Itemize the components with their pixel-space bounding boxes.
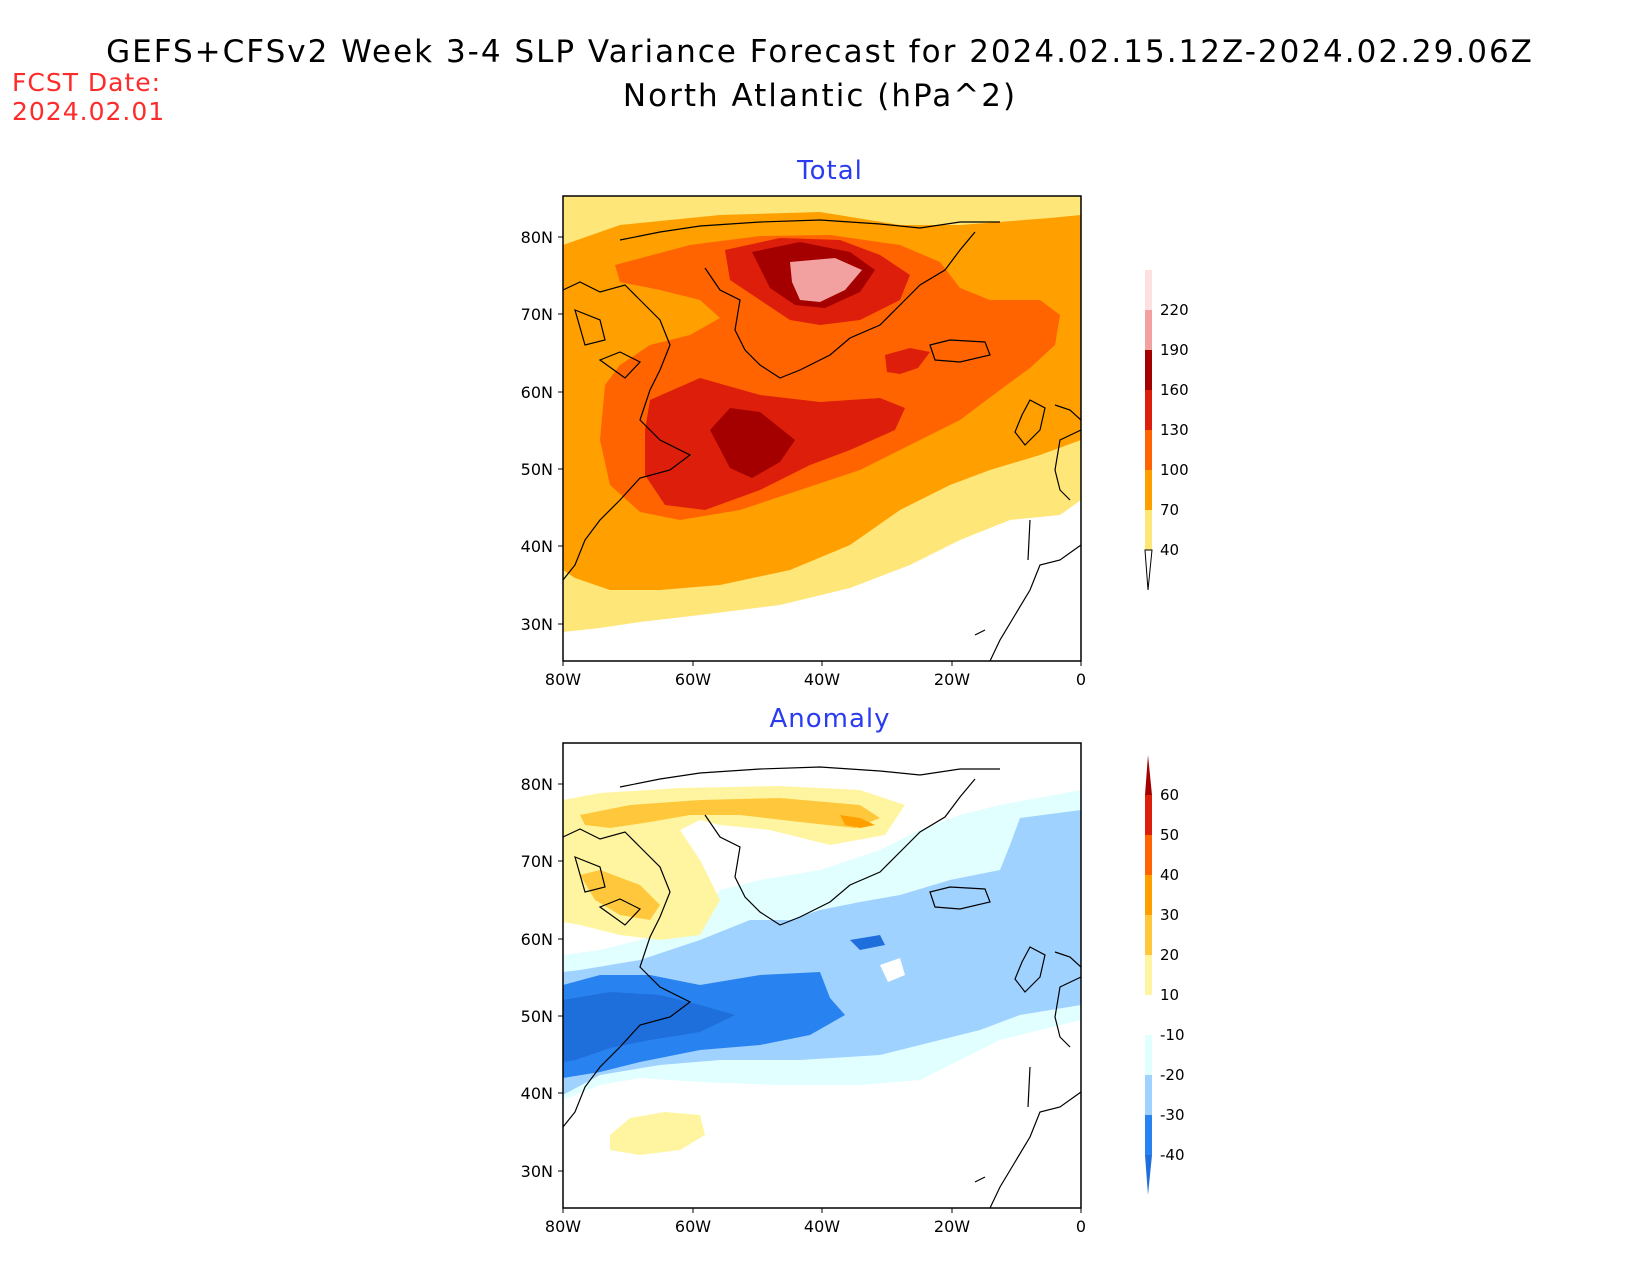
total-lon-tick-0: 0 <box>1076 670 1086 689</box>
total-panel-title: Total <box>796 156 863 186</box>
fcst-date-label: FCST Date: <box>12 68 162 97</box>
total-colorbar-cap-bottom <box>1144 549 1153 591</box>
anomaly-contour-pos20 <box>580 798 880 828</box>
total-cb-label-190: 190 <box>1160 341 1189 359</box>
anomaly-colorbar: 60 50 40 30 20 10 -10 -20 -30 -40 <box>1145 755 1185 1195</box>
anomaly-lon-tick-0: 0 <box>1076 1217 1086 1236</box>
total-lat-tick-30n: 30N <box>521 615 553 634</box>
anomaly-cb-label-50: 50 <box>1160 826 1179 844</box>
anomaly-contour-pos30 <box>840 815 875 828</box>
total-cb-label-100: 100 <box>1160 461 1189 479</box>
anomaly-lat-tick-30n: 30N <box>521 1162 553 1181</box>
total-cb-label-40: 40 <box>1160 541 1179 559</box>
anomaly-lat-tick-70n: 70N <box>521 852 553 871</box>
total-colorbar-seg-40 <box>1145 510 1152 550</box>
anomaly-lon-tick-20w: 20W <box>934 1217 970 1236</box>
total-cb-label-70: 70 <box>1160 501 1179 519</box>
total-lon-tick-40w: 40W <box>804 670 840 689</box>
total-lat-tick-50n: 50N <box>521 460 553 479</box>
anomaly-contour-pos20-west <box>580 870 660 920</box>
anomaly-colorbar-seg-10 <box>1145 955 1152 995</box>
total-contour-160-south <box>710 408 795 478</box>
total-cb-label-220: 220 <box>1160 301 1189 319</box>
total-contour-130-iceland <box>885 348 930 374</box>
anomaly-colorbar-seg-neg10 <box>1145 1035 1152 1075</box>
total-cb-label-130: 130 <box>1160 421 1189 439</box>
anomaly-cb-label-10: 10 <box>1160 986 1179 1004</box>
anomaly-contour-neg20-small <box>880 958 905 982</box>
total-colorbar: 220 190 160 130 100 70 40 <box>1144 270 1189 591</box>
total-lat-tick-80n: 80N <box>521 228 553 247</box>
anomaly-colorbar-cap-top <box>1145 755 1152 795</box>
total-coastlines <box>563 219 1081 661</box>
anomaly-lat-tick-80n: 80N <box>521 775 553 794</box>
figure-subtitle: North Atlantic (hPa^2) <box>622 78 1018 114</box>
anomaly-cb-label-20: 20 <box>1160 946 1179 964</box>
anomaly-colorbar-seg-neg20 <box>1145 1075 1152 1115</box>
anomaly-cb-label-30: 30 <box>1160 906 1179 924</box>
total-shading <box>563 196 1081 661</box>
total-colorbar-seg-160 <box>1145 350 1152 390</box>
anomaly-colorbar-seg-40 <box>1145 835 1152 875</box>
anomaly-panel: Anomaly <box>521 704 1185 1236</box>
total-contour-190 <box>790 258 862 302</box>
anomaly-lon-tick-80w: 80W <box>545 1217 581 1236</box>
anomaly-lon-axis: 80W 60W 40W 20W 0 <box>545 1208 1086 1236</box>
total-lon-tick-60w: 60W <box>675 670 711 689</box>
anomaly-contour-pos10-south <box>610 1112 705 1155</box>
figure-title: GEFS+CFSv2 Week 3-4 SLP Variance Forecas… <box>106 34 1534 70</box>
total-lon-tick-80w: 80W <box>545 670 581 689</box>
anomaly-shading <box>563 743 1081 1208</box>
anomaly-lat-axis: 80N 70N 60N 50N 40N 30N <box>521 775 563 1181</box>
total-colorbar-seg-190 <box>1145 310 1152 350</box>
total-lat-axis: 80N 70N 60N 50N 40N 30N <box>521 228 563 634</box>
total-cb-label-160: 160 <box>1160 381 1189 399</box>
anomaly-coastlines <box>563 766 1081 1208</box>
total-colorbar-seg-100 <box>1145 430 1152 470</box>
anomaly-colorbar-seg-50 <box>1145 795 1152 835</box>
anomaly-cb-label-neg40: -40 <box>1160 1146 1185 1164</box>
anomaly-colorbar-seg-30 <box>1145 875 1152 915</box>
total-colorbar-seg-130 <box>1145 390 1152 430</box>
anomaly-lon-tick-60w: 60W <box>675 1217 711 1236</box>
anomaly-cb-label-40: 40 <box>1160 866 1179 884</box>
anomaly-colorbar-seg-neg30 <box>1145 1115 1152 1155</box>
total-lat-tick-60n: 60N <box>521 383 553 402</box>
anomaly-colorbar-seg-20 <box>1145 915 1152 955</box>
total-lon-tick-20w: 20W <box>934 670 970 689</box>
anomaly-colorbar-seg-0 <box>1145 995 1152 1035</box>
fcst-date-value: 2024.02.01 <box>12 97 166 126</box>
anomaly-lat-tick-60n: 60N <box>521 930 553 949</box>
anomaly-cb-label-neg10: -10 <box>1160 1026 1185 1044</box>
anomaly-contour-neg40 <box>563 992 735 1062</box>
anomaly-panel-title: Anomaly <box>769 704 890 734</box>
total-lat-tick-70n: 70N <box>521 305 553 324</box>
anomaly-lat-tick-40n: 40N <box>521 1084 553 1103</box>
anomaly-lon-tick-40w: 40W <box>804 1217 840 1236</box>
anomaly-cb-label-neg30: -30 <box>1160 1106 1185 1124</box>
total-colorbar-seg-70 <box>1145 470 1152 510</box>
anomaly-cb-label-60: 60 <box>1160 786 1179 804</box>
anomaly-lat-tick-50n: 50N <box>521 1007 553 1026</box>
total-lon-axis: 80W 60W 40W 20W 0 <box>545 661 1086 689</box>
total-panel: Total <box>521 156 1189 689</box>
anomaly-cb-label-neg20: -20 <box>1160 1066 1185 1084</box>
anomaly-contour-neg40-small <box>850 935 885 950</box>
total-colorbar-cap-top <box>1145 270 1152 310</box>
anomaly-colorbar-cap-bottom <box>1145 1155 1152 1195</box>
total-lat-tick-40n: 40N <box>521 537 553 556</box>
